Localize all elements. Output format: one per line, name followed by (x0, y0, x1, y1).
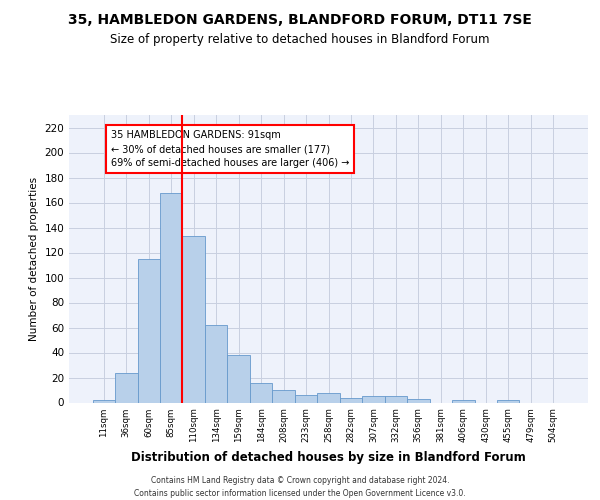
Bar (362, 396, 385, 402)
Text: 35, HAMBLEDON GARDENS, BLANDFORD FORUM, DT11 7SE: 35, HAMBLEDON GARDENS, BLANDFORD FORUM, … (68, 12, 532, 26)
Text: 35 HAMBLEDON GARDENS: 91sqm
← 30% of detached houses are smaller (177)
69% of se: 35 HAMBLEDON GARDENS: 91sqm ← 30% of det… (110, 130, 349, 168)
Bar (407, 399, 430, 402)
Bar (317, 392, 340, 402)
Bar (340, 398, 362, 402)
Text: Size of property relative to detached houses in Blandford Forum: Size of property relative to detached ho… (110, 32, 490, 46)
Bar (385, 396, 407, 402)
Bar (115, 372, 137, 402)
Bar (160, 192, 182, 402)
Bar (137, 259, 160, 402)
Bar (497, 400, 520, 402)
Bar (272, 390, 295, 402)
Bar (227, 355, 250, 403)
Bar (182, 236, 205, 402)
Bar (250, 382, 272, 402)
Text: Contains HM Land Registry data © Crown copyright and database right 2024.
Contai: Contains HM Land Registry data © Crown c… (134, 476, 466, 498)
Bar (205, 325, 227, 402)
Bar (295, 395, 317, 402)
Bar (452, 400, 475, 402)
X-axis label: Distribution of detached houses by size in Blandford Forum: Distribution of detached houses by size … (131, 450, 526, 464)
Y-axis label: Number of detached properties: Number of detached properties (29, 176, 39, 341)
Bar (92, 400, 115, 402)
